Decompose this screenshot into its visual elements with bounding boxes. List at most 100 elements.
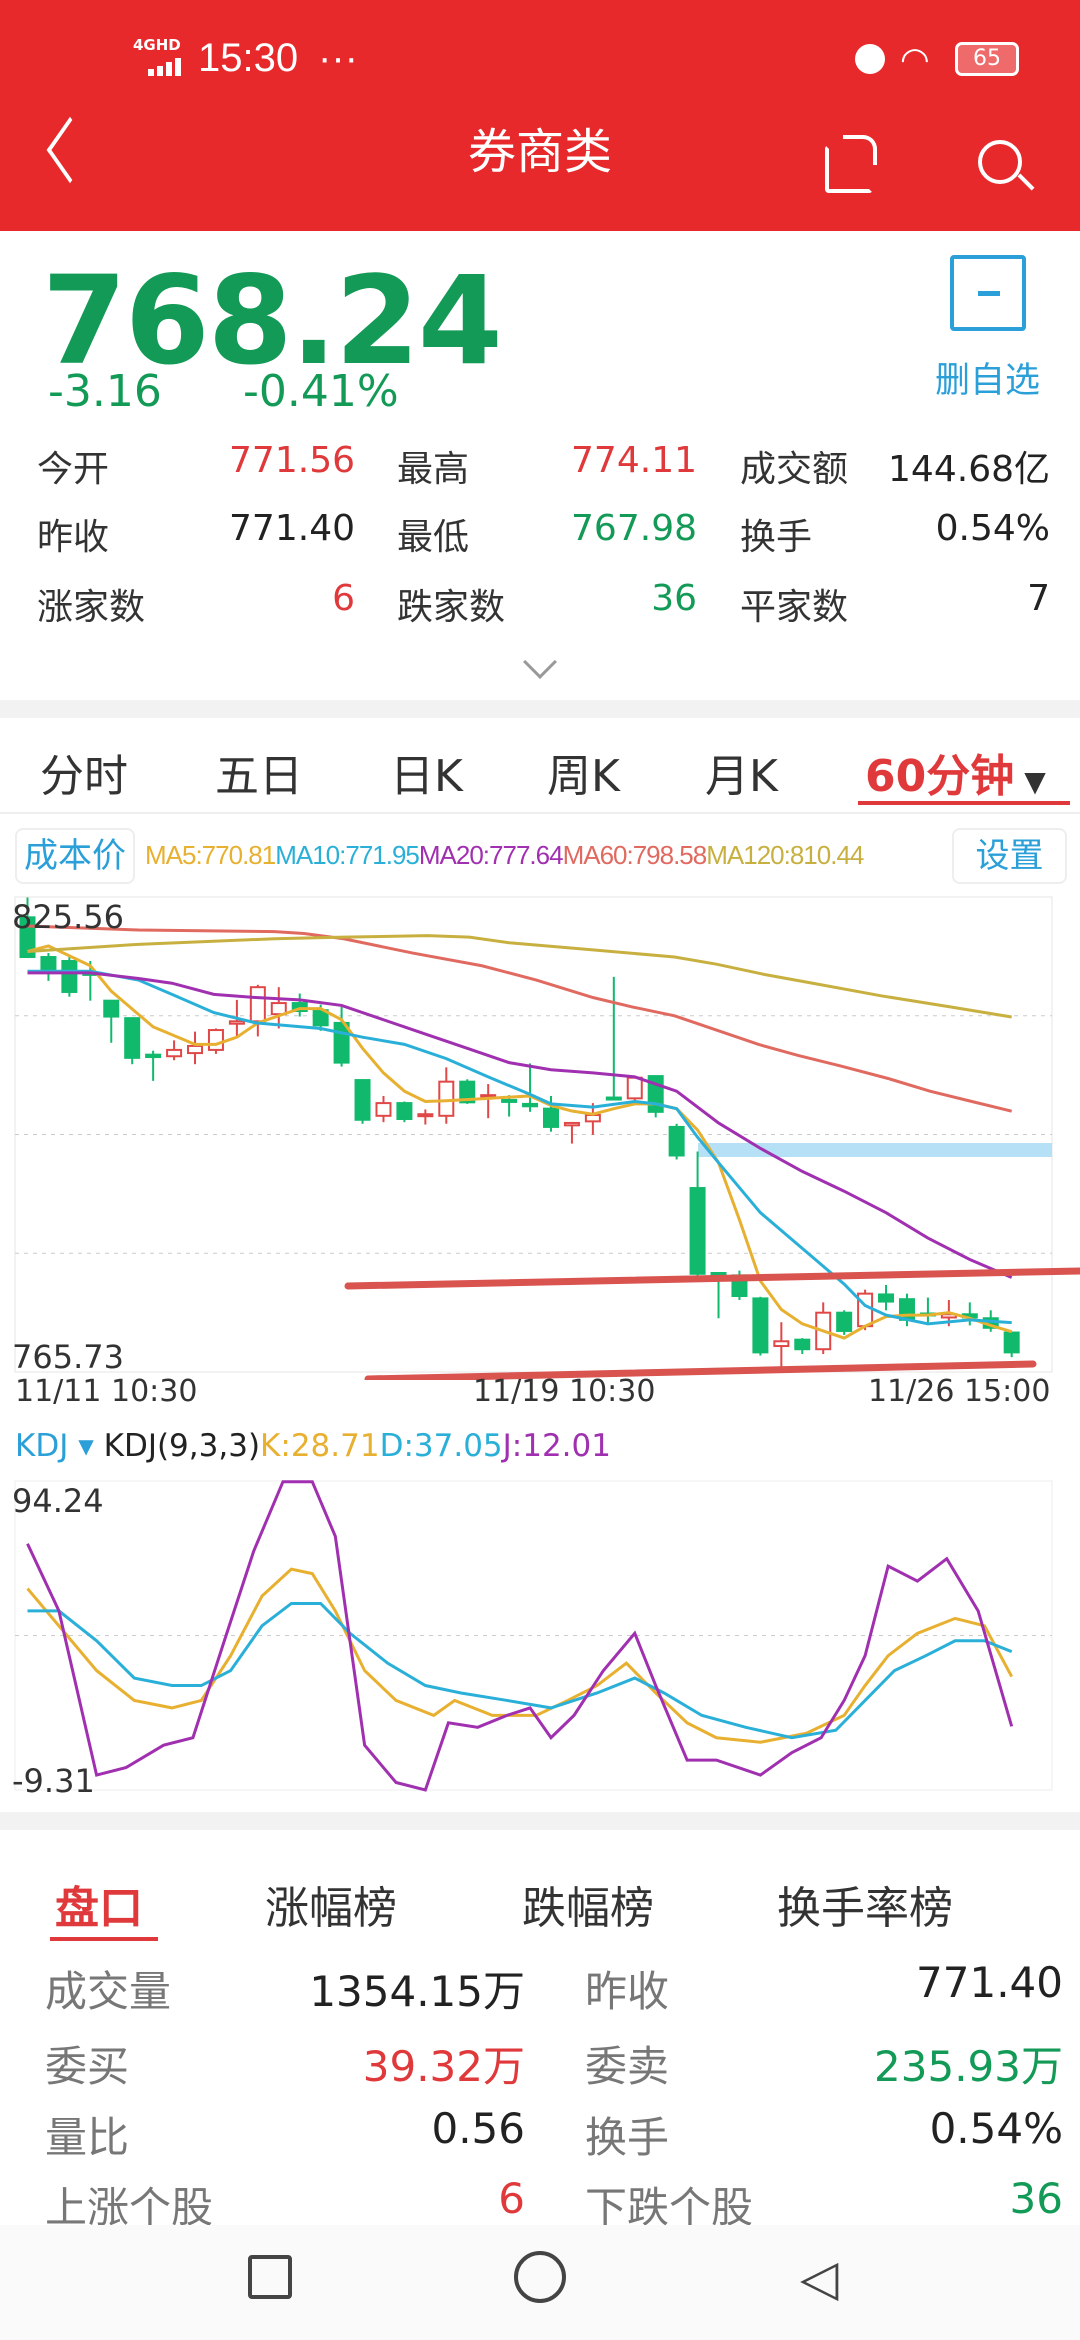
stat-label: 最低 [397, 517, 470, 558]
panel-label: 下跌个股 [585, 2183, 754, 2232]
panel-label: 委卖 [585, 2042, 670, 2091]
stat-label: 今开 [37, 449, 110, 490]
tab-5[interactable]: 60分钟 ▼ [865, 740, 1046, 804]
candle [919, 1297, 936, 1324]
ma-line-ma120 [27, 934, 1012, 1019]
kdj-line-j [26, 1480, 1014, 1792]
stat-label: 成交额 [740, 449, 849, 490]
candle [689, 1151, 706, 1279]
candle [103, 999, 120, 1043]
candle [836, 1310, 853, 1335]
panel-label: 量比 [45, 2113, 130, 2162]
ma-value: MA5:770.81 [145, 840, 276, 870]
candle [626, 1076, 643, 1104]
stat-label: 涨家数 [37, 587, 146, 628]
recent-apps-button[interactable] [248, 2255, 292, 2299]
cost-price-button[interactable]: 成本价 [15, 828, 135, 884]
candle [668, 1123, 685, 1160]
stat-value: 6 [332, 578, 355, 619]
candle [605, 976, 622, 1101]
panel-value: 6 [498, 2174, 525, 2223]
candle [40, 953, 57, 981]
ma-value: MA60:798.58 [562, 840, 708, 870]
candle [270, 987, 287, 1029]
settings-button[interactable]: 设置 [952, 828, 1067, 884]
kdj-value: J:12.01 [502, 1428, 611, 1464]
panel-value: 771.40 [916, 1958, 1063, 2007]
candle [187, 1031, 204, 1065]
candle [522, 1063, 539, 1112]
panel-label: 成交量 [45, 1967, 172, 2016]
kdj-value: K:28.71 [260, 1428, 380, 1464]
dropdown-caret-icon: ▼ [1024, 765, 1046, 798]
candle [249, 984, 266, 1037]
panel-value: 0.54% [929, 2104, 1063, 2153]
tab-4[interactable]: 月K [705, 740, 778, 804]
tab-label: 五日 [215, 751, 303, 802]
ma-line-ma5 [27, 944, 1013, 1340]
panel-tab-0[interactable]: 盘口 [55, 1883, 143, 1934]
panel-value: 36 [1009, 2174, 1063, 2223]
stat-value: 36 [651, 578, 697, 619]
candle [543, 1095, 559, 1132]
x-label-start: 11/11 10:30 [15, 1374, 198, 1409]
candle [354, 1079, 371, 1124]
panel-tab-2[interactable]: 跌幅榜 [522, 1883, 654, 1934]
candle [375, 1095, 392, 1123]
candle [291, 993, 308, 1017]
panel-label: 委买 [45, 2042, 130, 2091]
stat-value: 144.68亿 [888, 449, 1050, 490]
ma-legend: MA5:770.81MA10:771.95MA20:777.64MA60:798… [145, 840, 864, 871]
stat-value: 0.54% [935, 508, 1050, 549]
stat-label: 平家数 [740, 587, 849, 628]
panel-label: 昨收 [585, 1967, 670, 2016]
stat-label: 最高 [397, 449, 470, 490]
kdj-chart[interactable] [0, 1470, 1080, 1800]
panel-label: 换手 [585, 2113, 670, 2162]
tab-1[interactable]: 五日 [215, 740, 303, 804]
tab-label: 分时 [40, 751, 128, 802]
price-change-percent: -0.41% [243, 366, 399, 417]
tab-2[interactable]: 日K [390, 740, 463, 804]
panel-tab-3[interactable]: 换手率榜 [777, 1883, 953, 1934]
stat-value: 767.98 [571, 508, 697, 549]
divider [0, 700, 1080, 718]
tab-label: 周K [547, 751, 620, 802]
ma-line-ma10 [27, 969, 1012, 1326]
remove-watchlist-label[interactable]: 删自选 [935, 361, 1041, 401]
indicator-select[interactable]: KDJ ▾ [15, 1428, 94, 1464]
search-button[interactable] [978, 140, 1035, 191]
panel-value: 1354.15万 [309, 1967, 525, 2016]
divider [0, 1812, 1080, 1830]
nav-bar: ◁ [0, 2225, 1080, 2340]
app-header: 4GHD 15:30 ··· ◠ 65 券商类 [0, 0, 1080, 231]
tab-3[interactable]: 周K [547, 740, 620, 804]
candlestick-chart[interactable] [0, 890, 1080, 1380]
expand-chevron-icon[interactable] [523, 645, 557, 679]
candle [459, 1079, 476, 1104]
candle [794, 1338, 811, 1354]
stat-value: 7 [1027, 578, 1050, 619]
network-indicator: 4GHD [133, 36, 181, 54]
ma-value: MA120:810.44 [706, 840, 864, 870]
share-button[interactable] [825, 135, 877, 193]
kdj-line-d [27, 1601, 1013, 1740]
signal-icon [148, 58, 188, 76]
stat-label: 昨收 [37, 517, 110, 558]
remove-watchlist-button[interactable] [950, 255, 1026, 331]
candle [438, 1067, 455, 1124]
candle [480, 1084, 497, 1119]
stat-label: 换手 [740, 517, 813, 558]
battery-icon: 65 [955, 42, 1019, 76]
back-nav-button[interactable]: ◁ [800, 2249, 839, 2307]
tab-0[interactable]: 分时 [40, 740, 128, 804]
panel-tab-underline [50, 1937, 158, 1941]
candle [501, 1095, 518, 1117]
price-change: -3.16 [48, 366, 162, 417]
status-more: ··· [318, 36, 358, 80]
stat-label: 跌家数 [397, 587, 506, 628]
tab-label: 日K [390, 751, 463, 802]
panel-tab-1[interactable]: 涨幅榜 [265, 1883, 397, 1934]
page-title: 券商类 [467, 124, 612, 180]
home-button[interactable] [514, 2251, 566, 2303]
